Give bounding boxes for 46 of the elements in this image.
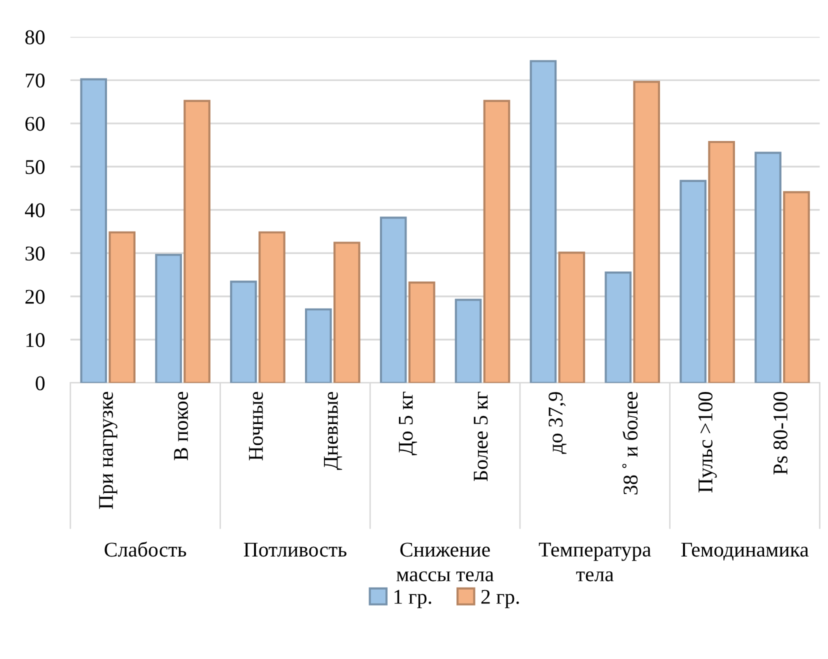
text: Снижение массы тела: [396, 542, 494, 582]
bar: [754, 152, 782, 383]
bar: [783, 191, 810, 383]
y-tick-label: 80: [25, 30, 45, 44]
x-tick-label: Более 5 кг: [474, 392, 488, 482]
y-tick-label: 60: [25, 116, 45, 131]
x-tick-label: Ps 80-100: [773, 392, 788, 475]
bar: [604, 272, 632, 383]
legend-label: 2 гр.: [481, 590, 519, 608]
x-tick-label: до 37,9: [548, 392, 566, 454]
bar: [305, 308, 332, 383]
x-tick-label: 38 ˚ и более: [622, 392, 638, 494]
bar: [380, 216, 407, 383]
bar: [708, 140, 735, 383]
bar: [483, 100, 510, 383]
bar: [530, 60, 557, 383]
x-tick-label: До 5 кг: [398, 392, 418, 456]
text: Слабость: [104, 542, 186, 557]
text: Потливость: [244, 542, 346, 557]
bar: [408, 282, 436, 383]
bar: [558, 252, 586, 383]
y-tick-label: 10: [26, 333, 45, 348]
bar: [333, 242, 360, 383]
y-tick-label: 30: [26, 246, 45, 261]
x-tick-label: При нагрузке: [99, 392, 118, 509]
bar: [258, 231, 286, 383]
x-tick-label: Пульс >100: [698, 392, 717, 493]
bar: [155, 254, 182, 383]
y-tick-label: 0: [36, 376, 45, 390]
bar: [680, 180, 706, 383]
x-tick-label: Дневные: [324, 392, 342, 470]
text: Гемодинамика: [681, 542, 809, 561]
bar: [184, 100, 210, 383]
x-tick-label: Ночные: [249, 392, 263, 460]
text: Температура тела: [538, 542, 652, 582]
x-tick-label: В покое: [174, 392, 188, 460]
y-tick-label: 50: [26, 160, 45, 174]
bar: [230, 280, 257, 383]
bar: [633, 80, 660, 383]
legend-label: 1 гр.: [394, 590, 432, 608]
y-tick-label: 40: [24, 203, 45, 218]
y-tick-label: 20: [25, 290, 45, 304]
y-tick-label: 70: [26, 74, 45, 88]
bar: [108, 231, 136, 383]
bar: [454, 298, 482, 383]
bar: [80, 78, 108, 383]
